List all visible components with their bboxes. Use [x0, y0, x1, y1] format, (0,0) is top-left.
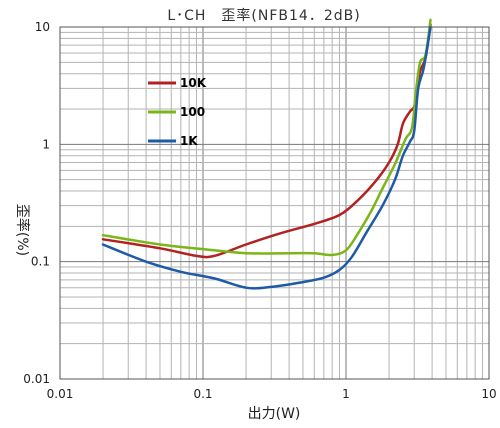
x-axis-title: 出力(W) — [248, 406, 301, 422]
x-tick-label: 1 — [342, 387, 350, 401]
y-tick-label: 1 — [42, 137, 50, 151]
tick-labels: 0.01 0.1 1 10 0.01 0.1 1 10 — [23, 20, 496, 401]
chart-title: L･CH 歪率(NFB14．2dB) — [167, 7, 360, 24]
x-tick-label: 0.01 — [47, 387, 74, 401]
series-lines — [101, 18, 432, 290]
series-line-1k — [101, 25, 432, 290]
series-line-100 — [101, 18, 432, 257]
legend: 10K 100 1K — [148, 76, 207, 148]
legend-label-100: 100 — [180, 105, 205, 119]
y-axis-title: 歪率(%) — [14, 204, 31, 256]
y-tick-label: 0.01 — [23, 372, 50, 386]
x-tick-label: 0.1 — [193, 387, 212, 401]
x-tick-label: 10 — [481, 387, 496, 401]
legend-label-1k: 1K — [180, 134, 198, 148]
grid — [59, 27, 489, 380]
plot-frame — [59, 26, 490, 380]
y-tick-label: 10 — [35, 20, 50, 34]
legend-label-10k: 10K — [180, 76, 207, 90]
y-tick-label: 0.1 — [31, 255, 50, 269]
